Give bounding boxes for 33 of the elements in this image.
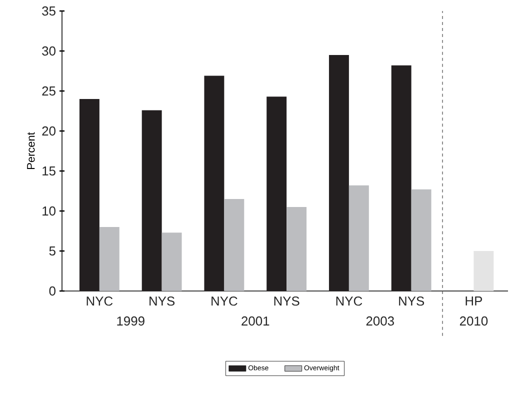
y-tick-label: 35 — [42, 6, 56, 16]
x-tick-label: NYS — [399, 296, 424, 306]
bar — [474, 251, 494, 291]
bar — [224, 199, 244, 291]
y-tick-label: 30 — [42, 46, 56, 56]
bar — [411, 189, 432, 291]
y-tick-label: 0 — [49, 286, 56, 296]
x-tick-label: HP — [466, 296, 482, 306]
bar — [99, 227, 120, 291]
y-tick-label: 10 — [42, 206, 56, 216]
y-tick-label: 25 — [42, 86, 56, 96]
x-tick-label: NYS — [150, 296, 175, 306]
bar — [328, 55, 349, 291]
bar — [348, 185, 369, 291]
bar — [266, 96, 287, 291]
y-tick-label: 20 — [42, 126, 56, 136]
bar — [286, 207, 307, 291]
text: 2010 — [460, 316, 488, 326]
y-tick-label: 15 — [42, 166, 56, 176]
bar — [142, 110, 162, 291]
y-tick-label: 5 — [49, 246, 56, 256]
x-tick-label: NYC — [212, 296, 238, 306]
x-tick-label: NYS — [274, 296, 300, 306]
bar — [79, 99, 100, 291]
bar — [204, 76, 224, 291]
bar — [391, 65, 412, 291]
text: 2003 — [366, 316, 394, 326]
x-tick-label: NYC — [336, 296, 362, 306]
x-tick-label: NYC — [86, 296, 113, 306]
text: 1999 — [117, 316, 144, 326]
y-axis-title: Percent — [27, 132, 35, 169]
bar — [162, 232, 182, 291]
text: 2001 — [242, 316, 270, 326]
